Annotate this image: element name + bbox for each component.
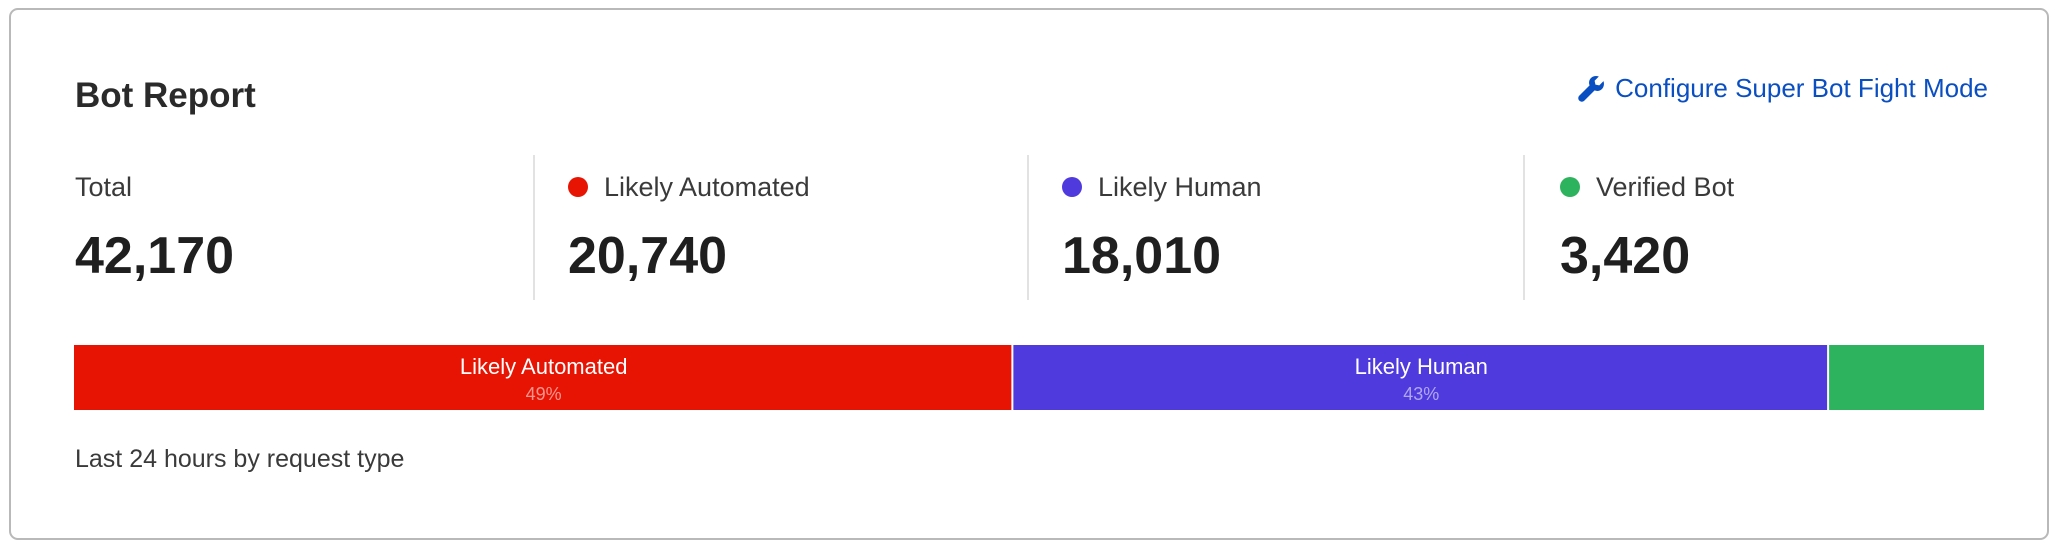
stat-value: 3,420 [1560, 227, 1691, 285]
card-title: Bot Report [75, 76, 256, 115]
configure-super-bot-fight-mode-link[interactable]: Configure Super Bot Fight Mode [1577, 73, 1988, 104]
legend-dot-green-icon [1560, 177, 1580, 197]
bar-segment-label: Likely Automated [460, 354, 628, 379]
stat-label: Likely Human [1098, 171, 1262, 202]
stat-label: Verified Bot [1596, 171, 1735, 202]
stat-total: Total 42,170 [75, 168, 234, 286]
bar-segment-label: Likely Human [1355, 354, 1488, 379]
bar-segment-verified-bot[interactable] [1829, 345, 1984, 410]
divider [1523, 155, 1525, 300]
stat-value: 18,010 [1062, 227, 1222, 285]
footer-caption: Last 24 hours by request type [75, 445, 405, 473]
stat-value: 20,740 [568, 227, 728, 285]
stacked-bar-chart: Likely Automated 49% Likely Human 43% [74, 345, 1984, 410]
bar-segment-likely-human[interactable] [1013, 345, 1828, 410]
stat-likely-automated: Likely Automated 20,740 [568, 168, 810, 286]
stat-label: Likely Automated [604, 171, 810, 202]
stacked-bar-svg: Likely Automated 49% Likely Human 43% [74, 345, 1984, 410]
bar-segment-likely-automated[interactable] [74, 345, 1012, 410]
stat-label: Total [75, 171, 133, 202]
stat-verified-bot: Verified Bot 3,420 [1560, 168, 1734, 286]
stat-value: 42,170 [75, 227, 235, 285]
bot-report-card [9, 8, 2049, 540]
divider [533, 155, 535, 300]
legend-dot-red-icon [568, 177, 588, 197]
divider [1027, 155, 1029, 300]
wrench-icon [1578, 75, 1605, 102]
stat-likely-human: Likely Human 18,010 [1062, 168, 1262, 286]
link-label: Configure Super Bot Fight Mode [1615, 73, 1988, 103]
bar-segment-percent: 49% [526, 384, 562, 404]
bar-segment-percent: 43% [1403, 384, 1439, 404]
legend-dot-blue-icon [1062, 177, 1082, 197]
